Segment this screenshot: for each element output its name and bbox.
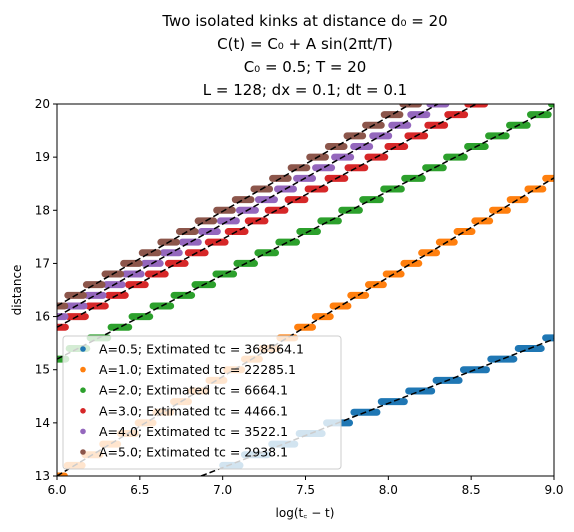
chart-title-line-3: C₀ = 0.5; T = 20 — [244, 58, 367, 76]
y-tick-label: 17 — [35, 256, 50, 270]
y-tick-label: 18 — [35, 203, 50, 217]
legend-label: A=4.0; Extimated tc = 3522.1 — [99, 424, 288, 439]
y-tick-label: 16 — [35, 310, 50, 324]
y-tick-label: 13 — [35, 469, 50, 483]
legend-marker — [80, 367, 86, 373]
legend: A=0.5; Extimated tc = 368564.1 A=1.0; Ext… — [63, 336, 341, 469]
chart-title-line-2: C(t) = C₀ + A sin(2πt/T) — [217, 35, 393, 53]
legend-label: A=3.0; Extimated tc = 4466.1 — [99, 403, 288, 418]
chart-title-line-1: Two isolated kinks at distance d₀ = 20 — [161, 12, 447, 30]
y-tick-label: 14 — [35, 416, 50, 430]
y-tick-label: 19 — [35, 150, 50, 164]
legend-label: A=5.0; Extimated tc = 2938.1 — [99, 445, 288, 460]
y-tick-label: 20 — [35, 97, 50, 111]
legend-marker — [80, 346, 86, 352]
x-tick-label: 7.0 — [213, 483, 232, 497]
legend-marker — [80, 387, 86, 393]
legend-label: A=0.5; Extimated tc = 368564.1 — [99, 342, 304, 357]
x-tick-label: 6.5 — [130, 483, 149, 497]
legend-marker — [80, 408, 86, 414]
x-axis-label: log(t꜀ − t) — [276, 506, 335, 520]
x-tick-label: 8.5 — [462, 483, 481, 497]
chart-title-line-4: L = 128; dx = 0.1; dt = 0.1 — [203, 81, 407, 99]
x-tick-label: 9.0 — [544, 483, 563, 497]
y-tick-label: 15 — [35, 363, 50, 377]
legend-label: A=2.0; Extimated tc = 6664.1 — [99, 383, 288, 398]
x-tick-label: 6.0 — [47, 483, 66, 497]
y-axis-label: distance — [10, 265, 24, 316]
legend-marker — [80, 429, 86, 435]
legend-label: A=1.0; Extimated tc = 22285.1 — [99, 362, 296, 377]
x-tick-label: 7.5 — [296, 483, 315, 497]
x-tick-label: 8.0 — [379, 483, 398, 497]
legend-marker — [80, 449, 86, 455]
